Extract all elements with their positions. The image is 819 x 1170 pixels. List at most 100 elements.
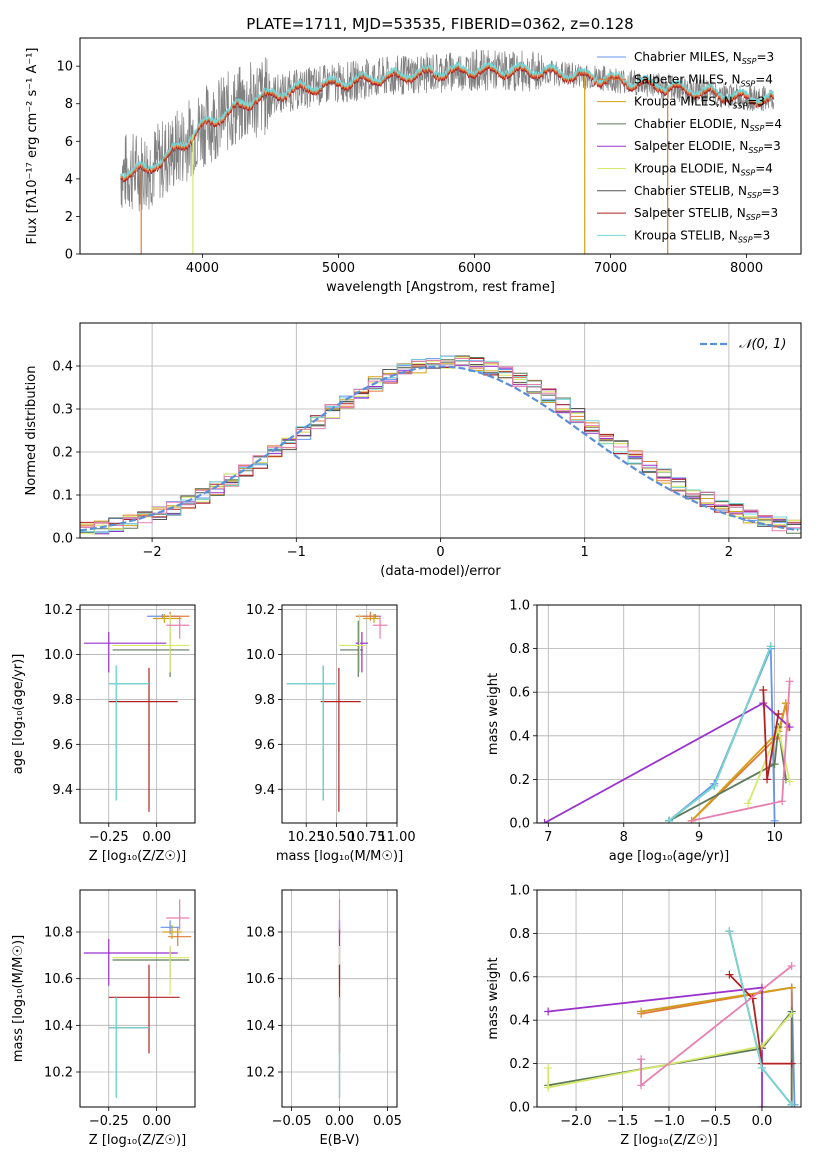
figure-title: PLATE=1711, MJD=53535, FIBERID=0362, z=0… [246,15,633,33]
y-tick-label: 0.0 [509,817,530,832]
weight-marker [759,686,768,695]
x-tick-label: 6000 [458,261,491,276]
x-tick-label: 10.75 [348,830,385,845]
legend-tail: =3 [762,184,780,198]
y-tick-label: 0.2 [509,1057,530,1072]
y-tick-label: 9.6 [254,738,275,753]
legend-subscript: SSP [738,235,753,244]
x-tick-label: −0.05 [272,1114,312,1129]
panel-mass_vs_Z: −0.25 0.00 10.2 10.4 10.6 10.8 Z [log₁₀(Z/Z☉)]… [11,889,196,1148]
y-tick-label: 0.4 [509,729,530,744]
x-axis-label: wavelength [Angstrom, rest frame] [326,280,555,295]
axes-frame [281,604,398,824]
weight-series-chabrier_miles [640,986,796,1105]
weight-series-chabrier_elodie [668,726,787,822]
weight-marker [770,760,779,769]
weight-marker [540,819,549,823]
weight-marker [544,1007,553,1016]
y-tick-label: 9.8 [254,693,275,708]
axes-frame [79,889,196,1108]
legend-tail: =4 [764,117,782,131]
x-tick-label: 0.00 [325,1114,354,1129]
weight-series-kroupa_elodie [547,1013,793,1089]
panel-spectrum: 4000 5000 6000 7000 8000 0 2 4 6 8 10 wavelength [A… [25,37,802,295]
x-axis-label: age [log₁₀(age/yr)] [609,849,730,864]
weight-marker [787,1100,796,1107]
weight-marker [725,970,734,979]
weight-series-chabrier_stelib [668,646,772,822]
x-axis-label: mass [log₁₀(M/M☉)] [276,849,403,864]
legend-label: Chabrier ELODIE, NSSP=4 [634,117,782,133]
y-tick-label: 10.4 [246,1019,275,1034]
x-axis-label: E(B-V) [319,1133,359,1148]
legend-tail: =3 [756,50,774,64]
y-tick-label: 10.8 [246,926,275,941]
x-tick-label: 11.00 [378,830,415,845]
x-axis-label: (data-model)/error [380,564,501,579]
x-tick-label: −1.5 [607,1114,639,1129]
plot-area [83,899,192,1098]
y-tick-label: 0 [65,248,73,263]
y-tick-label: 10.2 [44,1066,73,1081]
normal-curve [80,365,799,532]
x-tick-label: 0.0 [752,1114,773,1129]
weight-marker [766,642,775,651]
y-tick-label: 10.2 [246,1066,275,1081]
y-tick-label: 0.4 [509,1014,530,1029]
legend-label: Kroupa ELODIE, NSSP=4 [634,162,773,178]
weight-marker [544,1063,553,1072]
weight-marker [787,1059,796,1068]
y-tick-label: 0.3 [52,403,73,418]
x-tick-label: 0.00 [142,830,171,845]
x-axis-label: Z [log₁₀(Z/Z☉)] [89,849,186,864]
weight-marker [785,677,794,686]
legend-subscript: SSP [741,79,756,88]
x-tick-label: 8000 [730,261,763,276]
weight-series-kroupa_stelib [728,930,793,1106]
weight-marker [763,775,772,784]
weight-series-salpeter_stelib [728,973,792,1065]
x-tick-label: −1 [287,545,306,560]
weight-series-kroupa_stelib [668,646,772,822]
plot-area [544,927,799,1107]
legend-subscript: SSP [742,57,757,66]
weight-series-pink [640,965,793,1088]
x-tick-label: 9 [695,830,703,845]
y-tick-label: 1.0 [509,884,530,899]
legend-tail: =3 [763,139,781,153]
x-tick-label: −2 [143,545,162,560]
y-tick-label: 0.0 [52,532,73,547]
y-tick-label: 0.2 [52,446,73,461]
legend-label: 𝒩(0, 1) [739,337,786,352]
hist-pink [80,358,801,532]
plot-area [120,49,775,254]
y-tick-label: 2 [65,210,73,225]
y-tick-label: 0.6 [509,686,530,701]
y-tick-label: 9.6 [52,738,73,753]
legend-subscript: SSP [733,102,748,111]
y-tick-label: 6 [65,135,73,150]
plot-area [80,355,801,535]
plot-area [540,642,794,823]
x-tick-label: 7000 [594,261,627,276]
x-tick-label: 0 [436,545,444,560]
x-tick-label: 10 [766,830,783,845]
y-tick-label: 9.8 [52,693,73,708]
legend-subscript: SSP [748,146,763,155]
legend-label: Chabrier MILES, NSSP=3 [634,50,774,66]
weight-marker [787,961,796,970]
panel-weight_vs_Z: −2.0 −1.5 −1.0 −0.5 0.0 0.0 0.2 0.4 0.6 0.8 1.0 Z [… [486,884,802,1148]
y-tick-label: 10.0 [44,648,73,663]
axes-frame [536,604,802,824]
legend-label: Salpeter ELODIE, NSSP=3 [634,139,781,155]
weight-marker [725,927,734,936]
legend-subscript: SSP [750,124,765,133]
x-tick-label: 1 [581,545,589,560]
x-tick-label: 8 [620,830,628,845]
x-axis-label: Z [log₁₀(Z/Z☉)] [89,1133,186,1148]
legend-label: Kroupa STELIB, NSSP=3 [634,228,770,244]
legend-tail: =3 [747,95,765,109]
weight-marker [757,1063,766,1072]
legend-subscript: SSP [747,191,762,200]
